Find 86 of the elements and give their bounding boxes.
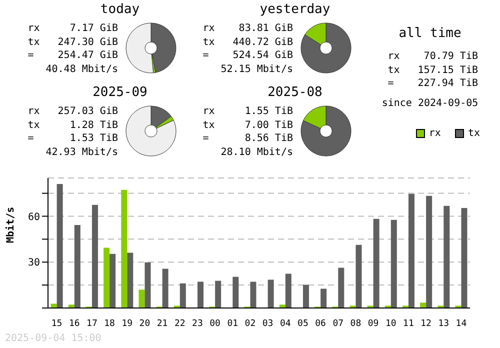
chart-title: 2025-08 xyxy=(268,85,322,100)
x-tick-label: 10 xyxy=(385,319,396,329)
text: 28.10 Mbit/s xyxy=(220,146,293,159)
x-tick-label: 05 xyxy=(298,319,308,329)
x-tick-label: 19 xyxy=(122,319,133,329)
bar xyxy=(338,268,344,308)
legend-label: tx xyxy=(466,128,480,139)
x-tick-label: 09 xyxy=(368,319,379,329)
x-tick-label: 03 xyxy=(262,319,274,329)
x-tick-label: 16 xyxy=(68,319,80,329)
text: rx 70.79 TiB xyxy=(386,50,478,64)
bar xyxy=(121,190,128,308)
bar xyxy=(250,282,256,308)
text: rx 1.55 TiB xyxy=(202,105,293,118)
bar xyxy=(232,276,239,308)
text: tx 157.15 TiB xyxy=(386,64,478,77)
bar xyxy=(320,288,327,308)
bar xyxy=(180,283,186,308)
text: tx 440.72 GiB xyxy=(202,36,293,49)
bar xyxy=(420,302,426,308)
bar xyxy=(74,224,80,308)
y-tick-label: 60 xyxy=(28,212,40,223)
x-tick-label: 17 xyxy=(86,319,98,329)
text: 40.48 Mbit/s xyxy=(44,62,118,76)
x-tick-label: 23 xyxy=(192,319,203,329)
bar xyxy=(390,220,397,308)
x-tick-label: 22 xyxy=(174,319,186,329)
donut-slice xyxy=(300,22,352,74)
chart-title: 2025-09 xyxy=(92,84,148,102)
bar xyxy=(197,282,204,308)
bar xyxy=(92,204,98,308)
bar xyxy=(50,304,57,308)
x-tick-label: 14 xyxy=(456,319,467,329)
text: 42.93 Mbit/s xyxy=(44,146,118,159)
x-tick-label: 01 xyxy=(227,319,238,329)
bar xyxy=(373,218,380,308)
text: rx 257.03 GiB xyxy=(26,105,118,118)
x-tick-label: 00 xyxy=(210,319,220,329)
bar xyxy=(56,184,63,308)
text: tx 247.30 GiB xyxy=(26,36,118,49)
text: all time xyxy=(398,26,462,43)
bar xyxy=(110,254,116,308)
bar xyxy=(268,280,274,308)
bar xyxy=(127,252,134,308)
bar xyxy=(144,262,151,308)
x-tick-label: 06 xyxy=(315,319,326,329)
legend-label: rx xyxy=(428,128,441,139)
text: tx 7.00 TiB xyxy=(202,118,293,132)
x-tick-label: 18 xyxy=(104,319,115,329)
text: = 8.56 TiB xyxy=(202,132,293,146)
bar xyxy=(285,274,292,308)
donut-slice xyxy=(126,106,176,156)
donut-slice xyxy=(300,106,352,156)
x-tick-label: 08 xyxy=(350,319,362,329)
text: = 524.54 GiB xyxy=(202,49,293,62)
text: rx 7.17 GiB xyxy=(26,22,118,36)
text: 52.15 Mbit/s xyxy=(220,62,293,76)
text: = 254.47 GiB xyxy=(26,49,118,62)
x-tick-label: 12 xyxy=(420,319,432,329)
bar xyxy=(302,284,309,308)
bar xyxy=(162,268,168,308)
bar xyxy=(426,196,432,308)
bar xyxy=(215,280,222,308)
text: = 1.53 TiB xyxy=(26,132,118,146)
text: tx 1.28 TiB xyxy=(26,118,118,132)
chart-title: yesterday xyxy=(258,1,332,19)
bar xyxy=(356,244,362,308)
bar xyxy=(444,206,450,308)
x-tick-label: 21 xyxy=(156,319,168,329)
text: since 2024-09-05 xyxy=(380,98,480,108)
bar xyxy=(138,290,145,308)
bar xyxy=(408,194,414,308)
y-axis-title: Mbit/s xyxy=(4,206,17,243)
text: rx 83.81 GiB xyxy=(202,22,293,36)
bar xyxy=(104,248,110,308)
chart-title: today xyxy=(99,1,141,19)
x-tick-label: 15 xyxy=(51,319,62,329)
x-tick-label: 02 xyxy=(244,319,256,329)
x-tick-label: 20 xyxy=(139,319,150,329)
bar xyxy=(461,208,468,308)
x-tick-label: 13 xyxy=(438,319,450,329)
x-tick-label: 07 xyxy=(332,319,344,329)
text: = 227.94 TiB xyxy=(386,77,478,90)
y-tick-label: 30 xyxy=(28,258,40,269)
x-tick-label: 04 xyxy=(280,319,291,329)
x-tick-label: 11 xyxy=(403,319,414,329)
